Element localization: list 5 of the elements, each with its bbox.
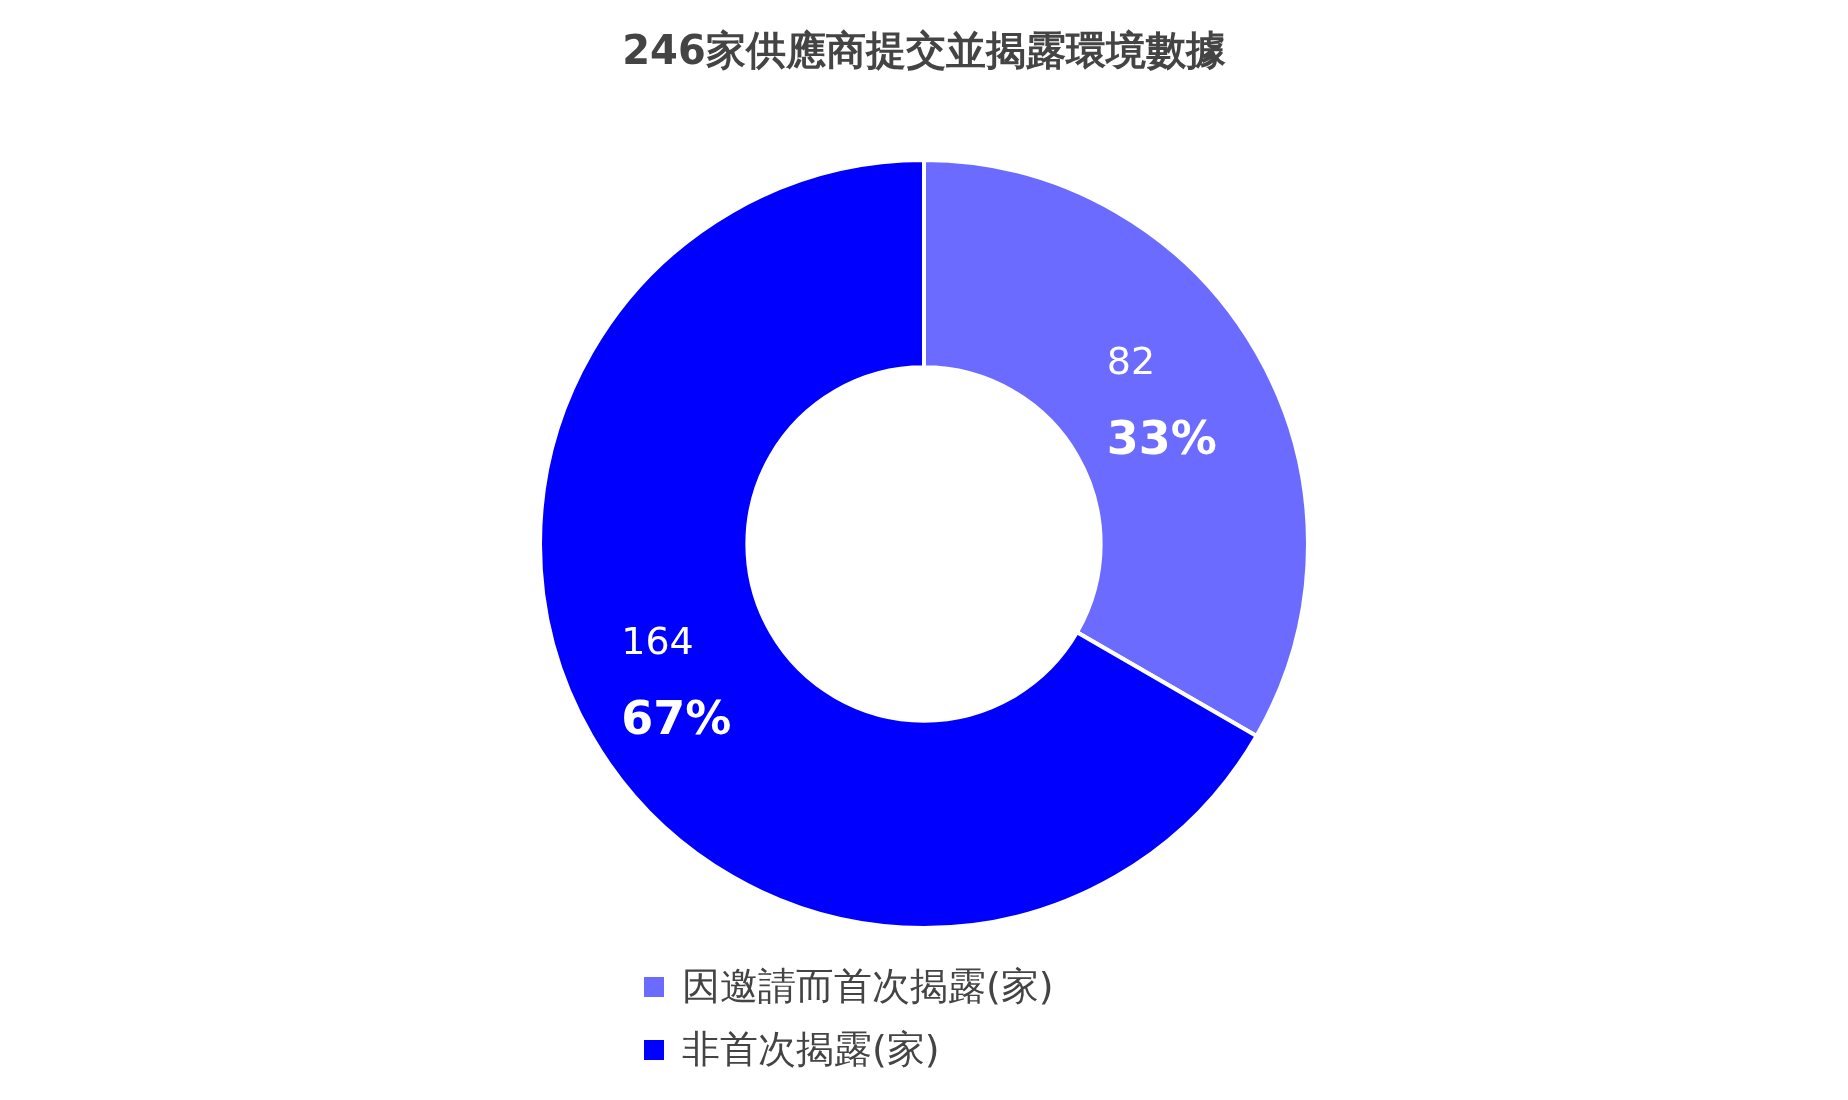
legend-label: 非首次揭露(家) xyxy=(682,1026,940,1073)
data-label: 82 33% xyxy=(1106,338,1217,465)
data-label: 164 67% xyxy=(621,619,732,746)
legend-label: 因邀請而首次揭露(家) xyxy=(682,963,1054,1010)
chart-title: 246家供應商提交並揭露環境數據 xyxy=(622,27,1226,74)
